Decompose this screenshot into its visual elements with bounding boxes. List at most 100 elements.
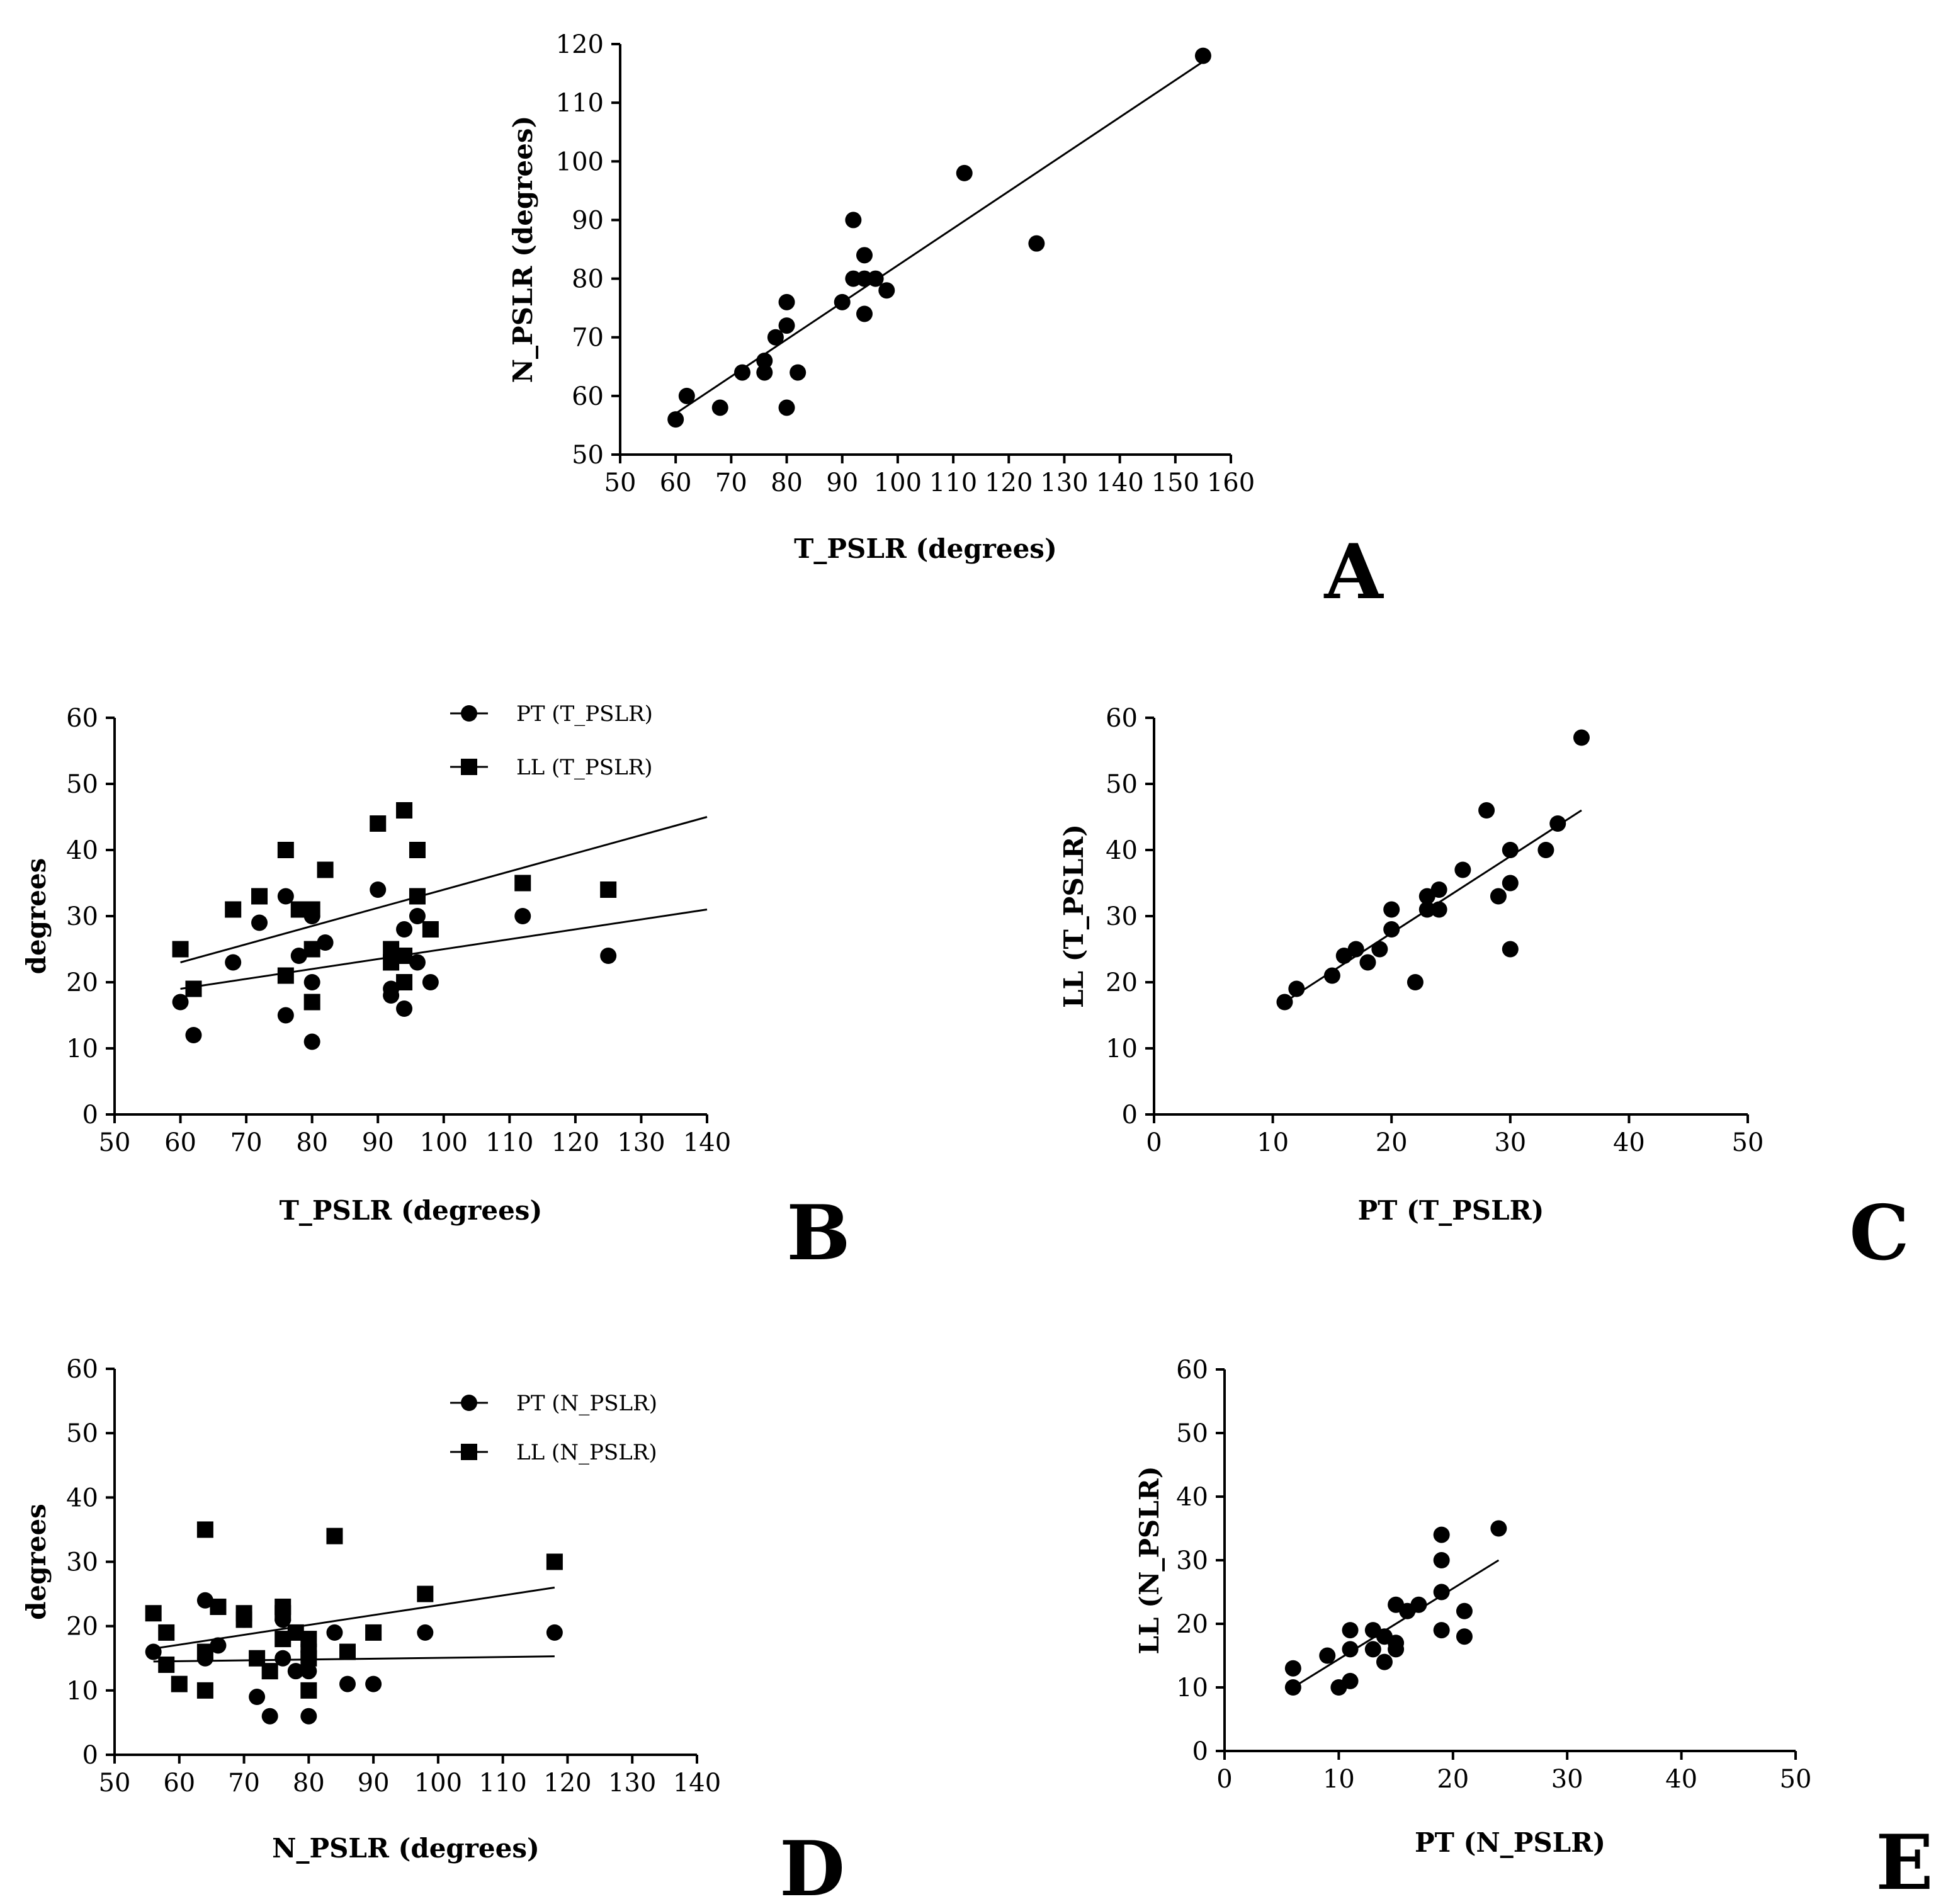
- y-tick-label: 60: [66, 704, 98, 733]
- y-tick-label: 70: [572, 324, 604, 353]
- data-point-circle: [1433, 1552, 1450, 1568]
- data-point-circle: [409, 908, 426, 924]
- x-tick-label: 60: [163, 1769, 195, 1798]
- y-tick-label: 10: [1176, 1674, 1208, 1703]
- data-point-square: [417, 1585, 434, 1602]
- data-point-circle: [600, 948, 617, 964]
- y-tick-label: 50: [1106, 770, 1138, 799]
- x-axis-title: T_PSLR (degrees): [280, 1195, 543, 1226]
- data-point-circle: [249, 1689, 266, 1706]
- data-point-circle: [1359, 954, 1376, 971]
- x-tick-label: 20: [1376, 1128, 1408, 1157]
- x-tick-label: 100: [414, 1769, 462, 1798]
- data-point-square: [145, 1605, 162, 1622]
- y-tick-label: 40: [1176, 1483, 1208, 1512]
- data-point-square: [409, 842, 426, 858]
- data-point-circle: [277, 1007, 294, 1024]
- panel-label: A: [1323, 528, 1384, 616]
- x-axis-title: PT (N_PSLR): [1415, 1827, 1605, 1858]
- data-point-square: [158, 1624, 175, 1641]
- y-tick-label: 30: [1176, 1546, 1208, 1575]
- regression-line: [180, 909, 708, 990]
- legend-marker: [461, 1444, 477, 1460]
- data-point-circle: [326, 1624, 343, 1641]
- data-point-circle: [1502, 842, 1519, 858]
- data-point-circle: [1430, 901, 1447, 918]
- x-tick-label: 30: [1551, 1765, 1583, 1794]
- data-point-circle: [365, 1675, 382, 1692]
- x-tick-label: 10: [1257, 1128, 1289, 1157]
- data-point-square: [210, 1599, 227, 1616]
- data-point-circle: [711, 399, 728, 416]
- y-tick-label: 50: [1176, 1419, 1208, 1448]
- data-point-circle: [1454, 861, 1471, 878]
- data-point-circle: [1028, 235, 1045, 252]
- x-tick-label: 0: [1146, 1128, 1162, 1157]
- data-point-circle: [1276, 994, 1293, 1011]
- x-tick-label: 0: [1216, 1765, 1232, 1794]
- x-tick-label: 60: [164, 1128, 196, 1157]
- x-tick-label: 100: [874, 468, 922, 497]
- y-tick-label: 30: [66, 902, 98, 931]
- y-tick-label: 60: [1106, 704, 1138, 733]
- data-point-circle: [1388, 1641, 1405, 1658]
- x-tick-label: 50: [99, 1769, 131, 1798]
- data-point-square: [300, 1682, 317, 1699]
- data-point-circle: [261, 1708, 278, 1725]
- data-point-square: [514, 875, 531, 892]
- data-point-square: [546, 1553, 563, 1570]
- data-point-circle: [287, 1663, 304, 1680]
- data-point-circle: [1288, 980, 1305, 997]
- legend-marker: [461, 705, 477, 722]
- y-tick-label: 50: [66, 770, 98, 799]
- data-point-square: [317, 861, 334, 878]
- y-tick-label: 10: [1106, 1034, 1138, 1063]
- data-point-circle: [1342, 1622, 1359, 1639]
- x-tick-label: 120: [552, 1128, 599, 1157]
- data-point-circle: [370, 881, 387, 898]
- x-axis-title: T_PSLR (degrees): [794, 533, 1057, 564]
- data-point-circle: [275, 1650, 292, 1667]
- x-tick-label: 130: [617, 1128, 665, 1157]
- data-point-circle: [383, 987, 400, 1004]
- regression-line: [675, 60, 1204, 415]
- data-point-circle: [185, 1027, 202, 1043]
- data-point-circle: [1371, 941, 1388, 958]
- x-tick-label: 40: [1665, 1765, 1697, 1794]
- data-point-circle: [767, 329, 784, 346]
- data-point-circle: [778, 399, 795, 416]
- y-tick-label: 110: [556, 89, 604, 118]
- data-point-square: [261, 1663, 278, 1680]
- data-point-circle: [1342, 1641, 1359, 1658]
- data-point-circle: [778, 317, 795, 334]
- y-tick-label: 10: [66, 1677, 98, 1706]
- x-tick-label: 90: [358, 1769, 390, 1798]
- data-point-circle: [1323, 967, 1340, 984]
- data-point-square: [277, 967, 294, 984]
- x-tick-label: 140: [673, 1769, 721, 1798]
- data-point-square: [277, 842, 294, 858]
- panel-label: B: [786, 1189, 850, 1278]
- legend-marker: [461, 759, 477, 775]
- y-tick-label: 40: [1106, 836, 1138, 865]
- data-point-square: [370, 815, 387, 832]
- data-point-circle: [667, 411, 684, 428]
- y-tick-label: 60: [572, 382, 604, 411]
- data-point-square: [158, 1656, 175, 1673]
- data-point-circle: [422, 974, 439, 990]
- regression-line: [153, 1586, 555, 1650]
- data-point-square: [303, 994, 320, 1011]
- data-point-circle: [867, 270, 884, 287]
- y-tick-label: 0: [1122, 1101, 1138, 1130]
- y-tick-label: 30: [1106, 902, 1138, 931]
- data-point-square: [600, 881, 617, 898]
- data-point-circle: [1284, 1679, 1301, 1696]
- data-point-circle: [1319, 1647, 1336, 1664]
- y-tick-label: 20: [66, 968, 98, 997]
- data-point-circle: [1433, 1622, 1450, 1639]
- data-point-circle: [1478, 802, 1495, 819]
- data-point-circle: [1573, 729, 1590, 746]
- data-point-circle: [1376, 1653, 1393, 1670]
- x-tick-label: 50: [1732, 1128, 1764, 1157]
- x-tick-label: 50: [604, 468, 637, 497]
